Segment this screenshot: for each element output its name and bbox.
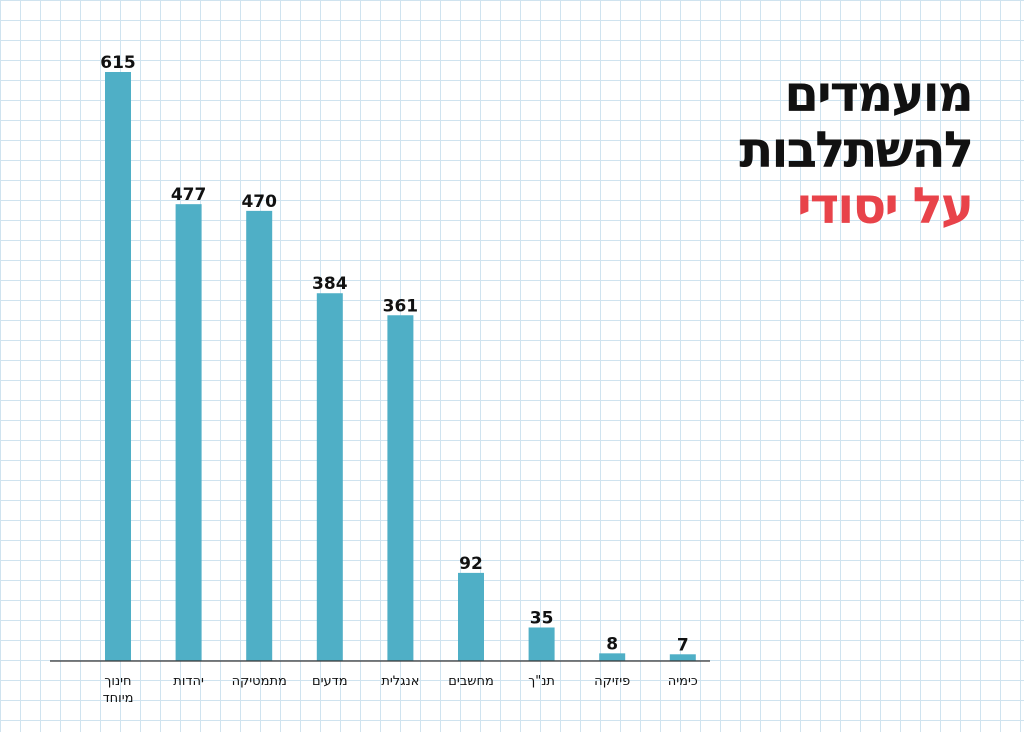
bar	[669, 654, 696, 661]
bar	[105, 72, 131, 661]
bar-value-label: 384	[312, 274, 348, 294]
bar	[599, 653, 626, 661]
category-label: כימיה	[668, 674, 698, 689]
bar	[528, 627, 555, 661]
title-line-2: להשתלבות	[739, 121, 974, 179]
title-line-1: מועמדים	[784, 65, 974, 123]
bar	[387, 315, 414, 661]
bar	[175, 204, 202, 662]
bar-value-label: 92	[459, 554, 483, 574]
category-label: אנגלית	[381, 674, 419, 689]
category-label: חינוך	[104, 674, 131, 689]
bar-value-label: 470	[241, 192, 277, 212]
bar	[458, 572, 484, 661]
title-line-3: על יסודי	[797, 177, 974, 235]
category-label: מיוחד	[103, 691, 134, 706]
bar-value-label: 8	[606, 634, 618, 654]
chart-title: מועמדים להשתלבות על יסודי	[739, 65, 974, 235]
category-label: מתמטיקה	[232, 674, 287, 689]
bar-value-label: 35	[530, 608, 554, 628]
category-label: מחשבים	[448, 674, 494, 689]
category-label: תנ"ך	[528, 674, 555, 689]
bar-value-label: 477	[171, 185, 207, 205]
bar	[316, 293, 343, 661]
bar-value-label: 7	[677, 635, 689, 655]
bar-value-label: 615	[100, 53, 136, 73]
category-label: מדעים	[312, 674, 348, 689]
category-label: יהדות	[173, 674, 204, 689]
bar	[246, 210, 273, 661]
category-label: פיזיקה	[594, 674, 630, 689]
bar-value-label: 361	[383, 296, 419, 316]
